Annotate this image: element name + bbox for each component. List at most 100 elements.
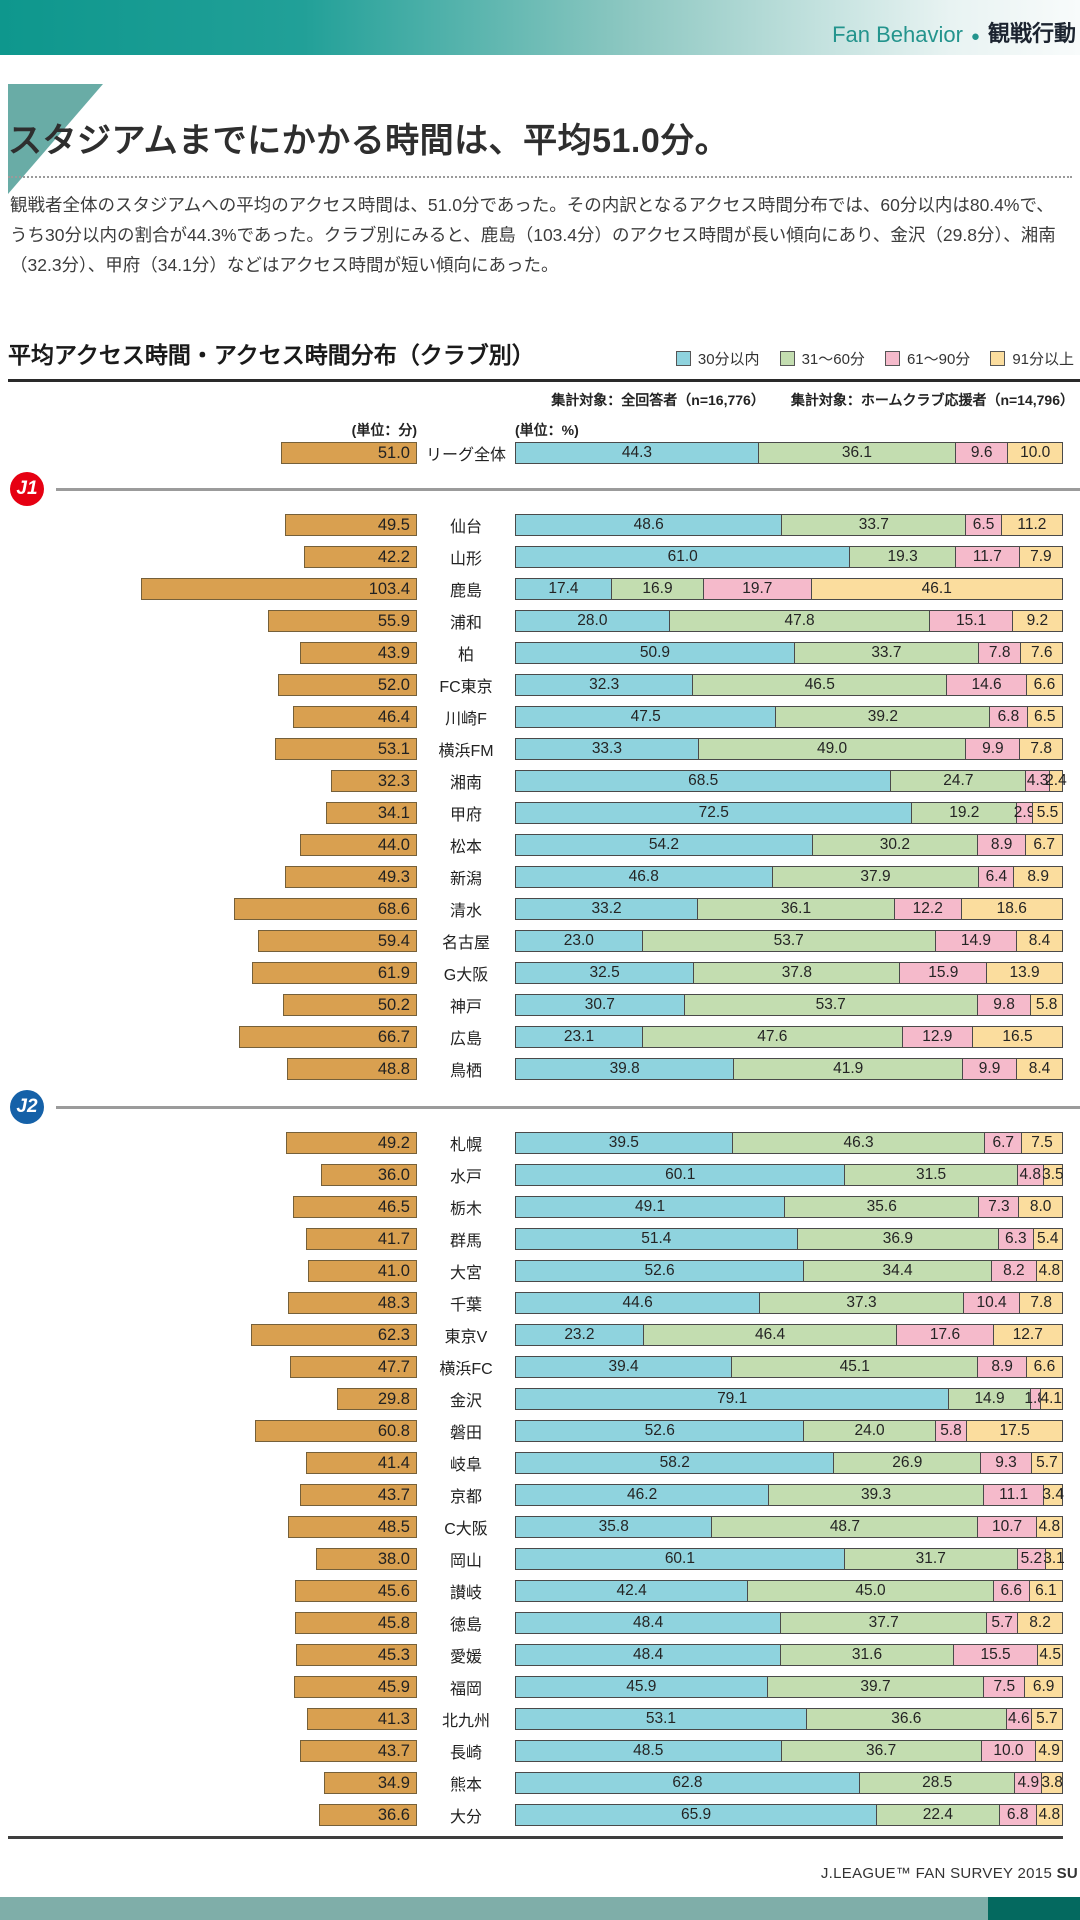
distribution-value: 65.9 xyxy=(681,1806,712,1824)
club-row: 42.2 山形 61.0 19.3 11.7 7.9 xyxy=(8,546,1080,569)
distribution-bar: 61.0 19.3 11.7 7.9 xyxy=(515,546,1063,569)
chart-bottom-rule xyxy=(8,1836,1063,1840)
avg-bar-area: 44.0 xyxy=(8,834,417,857)
category-bullet-icon: ● xyxy=(970,28,980,45)
distribution-value: 45.0 xyxy=(855,1582,886,1600)
distribution-value: 42.4 xyxy=(616,1582,647,1600)
distribution-segment: 23.2 xyxy=(516,1325,643,1346)
club-row: 36.0 水戸 60.1 31.5 4.8 3.5 xyxy=(8,1164,1080,1187)
distribution-segment: 65.9 xyxy=(516,1805,877,1826)
distribution-value: 9.9 xyxy=(982,740,1004,758)
distribution-segment: 16.5 xyxy=(971,1027,1062,1048)
distribution-value: 5.2 xyxy=(1020,1550,1043,1568)
distribution-segment: 41.9 xyxy=(733,1059,963,1080)
avg-time-bar: 36.6 xyxy=(319,1804,417,1827)
distribution-value: 31.7 xyxy=(915,1550,946,1568)
club-row: 46.4 川崎F 47.5 39.2 6.8 6.5 xyxy=(8,706,1080,729)
distribution-bar: 48.6 33.7 6.5 11.2 xyxy=(515,514,1063,537)
distribution-segment: 9.2 xyxy=(1011,611,1062,632)
distribution-segment: 8.9 xyxy=(977,1357,1026,1378)
distribution-segment: 30.7 xyxy=(516,995,684,1016)
distribution-bar: 47.5 39.2 6.8 6.5 xyxy=(515,706,1063,729)
club-label: 山形 xyxy=(449,551,482,569)
avg-time-bar: 41.0 xyxy=(308,1260,417,1283)
distribution-value: 46.2 xyxy=(627,1486,658,1504)
club-row: 43.7 京都 46.2 39.3 11.1 3.4 xyxy=(8,1484,1080,1507)
distribution-segment: 6.6 xyxy=(1025,1357,1062,1378)
distribution-segment: 49.0 xyxy=(697,739,966,760)
distribution-value: 2.4 xyxy=(1045,772,1067,790)
avg-time-value: 41.7 xyxy=(377,1229,410,1248)
distribution-value: 50.9 xyxy=(639,644,671,662)
distribution-segment: 19.3 xyxy=(849,547,955,568)
avg-bar-area: 45.8 xyxy=(8,1612,417,1635)
distribution-segment: 4.1 xyxy=(1039,1389,1062,1410)
legend-label: 61～90分 xyxy=(906,351,971,369)
club-label: リーグ全体 xyxy=(425,447,506,465)
avg-time-bar: 38.0 xyxy=(316,1548,417,1571)
distribution-value: 5.7 xyxy=(1036,1710,1058,1728)
avg-time-bar: 45.9 xyxy=(294,1676,417,1699)
avg-time-value: 42.2 xyxy=(377,547,410,566)
distribution-segment: 9.3 xyxy=(980,1453,1031,1474)
distribution-bar: 30.7 53.7 9.8 5.8 xyxy=(515,994,1063,1017)
avg-time-value: 49.2 xyxy=(377,1133,410,1152)
distribution-bar: 48.4 37.7 5.7 8.2 xyxy=(515,1612,1063,1635)
avg-time-value: 43.9 xyxy=(377,643,410,662)
distribution-segment: 4.8 xyxy=(1016,1165,1043,1186)
distribution-value: 5.7 xyxy=(991,1614,1013,1632)
distribution-bar: 39.8 41.9 9.9 8.4 xyxy=(515,1058,1063,1081)
club-label: 東京V xyxy=(444,1329,488,1347)
distribution-value: 4.8 xyxy=(1038,1806,1061,1824)
avg-time-bar: 50.2 xyxy=(283,994,417,1017)
club-row: 45.3 愛媛 48.4 31.6 15.5 4.5 xyxy=(8,1644,1080,1667)
distribution-value: 2.9 xyxy=(1013,804,1036,822)
avg-bar-area: 50.2 xyxy=(8,994,417,1017)
avg-time-bar: 49.5 xyxy=(285,514,417,537)
avg-time-value: 43.7 xyxy=(377,1741,410,1760)
club-label: 浦和 xyxy=(449,615,482,633)
page-header-band: Fan Behavior ● 観戦行動 xyxy=(0,0,1080,55)
distribution-segment: 39.4 xyxy=(516,1357,732,1378)
distribution-segment: 8.4 xyxy=(1016,931,1062,952)
club-label: 水戸 xyxy=(449,1169,482,1187)
bottom-color-band xyxy=(0,1897,1080,1920)
avg-bar-area: 59.4 xyxy=(8,930,417,953)
distribution-segment: 42.4 xyxy=(516,1581,748,1602)
distribution-segment: 4.8 xyxy=(1035,1261,1062,1282)
avg-time-bar: 49.3 xyxy=(285,866,417,889)
distribution-value: 32.5 xyxy=(589,964,620,982)
avg-bar-area: 68.6 xyxy=(8,898,417,921)
club-label: 栃木 xyxy=(449,1201,482,1219)
club-label: G大阪 xyxy=(443,967,489,985)
distribution-segment: 5.2 xyxy=(1016,1549,1046,1570)
distribution-segment: 5.5 xyxy=(1031,803,1062,824)
distribution-segment: 5.8 xyxy=(934,1421,967,1442)
avg-time-value: 43.7 xyxy=(377,1485,410,1504)
distribution-segment: 4.5 xyxy=(1037,1645,1062,1666)
distribution-value: 3.4 xyxy=(1042,1486,1064,1504)
distribution-value: 6.5 xyxy=(1033,708,1056,726)
distribution-value: 48.5 xyxy=(633,1742,664,1760)
avg-time-bar: 44.0 xyxy=(300,834,417,857)
distribution-value: 46.4 xyxy=(755,1326,786,1344)
distribution-segment: 12.7 xyxy=(992,1325,1062,1346)
avg-time-value: 51.0 xyxy=(377,443,410,462)
distribution-segment: 16.9 xyxy=(610,579,704,600)
avg-bar-area: 45.6 xyxy=(8,1580,417,1603)
avg-time-bar: 41.3 xyxy=(307,1708,417,1731)
distribution-segment: 46.4 xyxy=(642,1325,897,1346)
note-all-respondents: 集計対象：全回答者（n=16,776） xyxy=(551,392,765,409)
club-row: 61.9 G大阪 32.5 37.8 15.9 13.9 xyxy=(8,962,1080,985)
avg-time-value: 34.9 xyxy=(377,1773,410,1792)
distribution-value: 6.1 xyxy=(1035,1582,1057,1600)
distribution-value: 30.2 xyxy=(879,836,910,854)
distribution-segment: 44.6 xyxy=(516,1293,760,1314)
distribution-bar: 49.1 35.6 7.3 8.0 xyxy=(515,1196,1063,1219)
avg-time-value: 36.6 xyxy=(377,1805,410,1824)
footer: J.LEAGUE™ FAN SURVEY 2015 SU xyxy=(0,1865,1080,1882)
avg-bar-area: 45.3 xyxy=(8,1644,417,1667)
avg-bar-area: 61.9 xyxy=(8,962,417,985)
club-label: 群馬 xyxy=(449,1233,482,1251)
club-row: 60.8 磐田 52.6 24.0 5.8 17.5 xyxy=(8,1420,1080,1443)
